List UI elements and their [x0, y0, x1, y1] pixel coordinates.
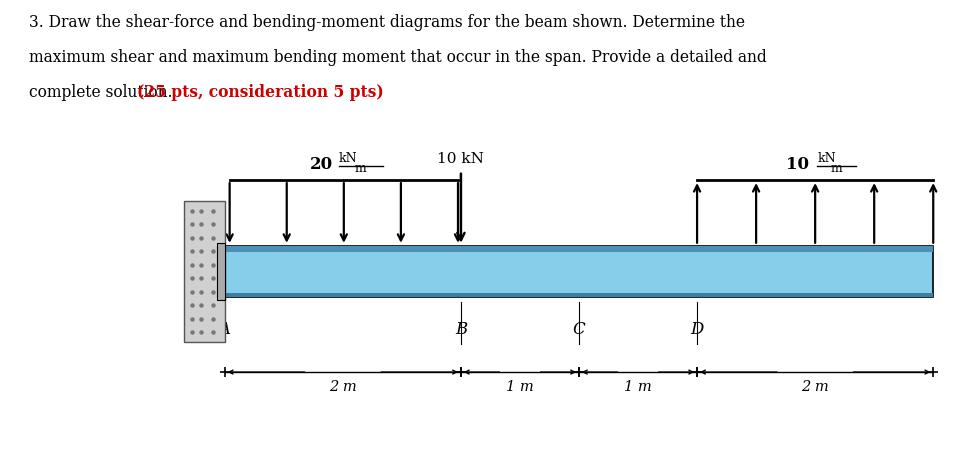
Text: B: B: [455, 321, 467, 337]
Text: 1 m: 1 m: [506, 380, 533, 395]
Text: (25 pts, consideration 5 pts): (25 pts, consideration 5 pts): [137, 84, 383, 101]
Text: kN: kN: [817, 152, 835, 165]
Text: C: C: [572, 321, 585, 337]
Bar: [184, 201, 225, 342]
Text: 2 m: 2 m: [329, 380, 356, 395]
Text: A: A: [218, 321, 231, 337]
Text: kN: kN: [338, 152, 357, 165]
Text: m: m: [830, 161, 842, 175]
Text: 1 m: 1 m: [624, 380, 651, 395]
Text: 20: 20: [309, 156, 333, 173]
Bar: [225, 246, 932, 252]
Text: maximum shear and maximum bending moment that occur in the span. Provide a detai: maximum shear and maximum bending moment…: [29, 49, 767, 66]
Text: complete solution.: complete solution.: [29, 84, 178, 101]
Bar: [217, 243, 225, 300]
Bar: [225, 293, 932, 297]
Text: 10 kN: 10 kN: [437, 152, 484, 166]
Bar: [225, 246, 932, 297]
Text: m: m: [355, 161, 367, 175]
Text: 10: 10: [785, 156, 808, 173]
Text: 3. Draw the shear-force and bending-moment diagrams for the beam shown. Determin: 3. Draw the shear-force and bending-mome…: [29, 14, 744, 31]
Text: D: D: [689, 321, 703, 337]
Text: 2 m: 2 m: [800, 380, 828, 395]
